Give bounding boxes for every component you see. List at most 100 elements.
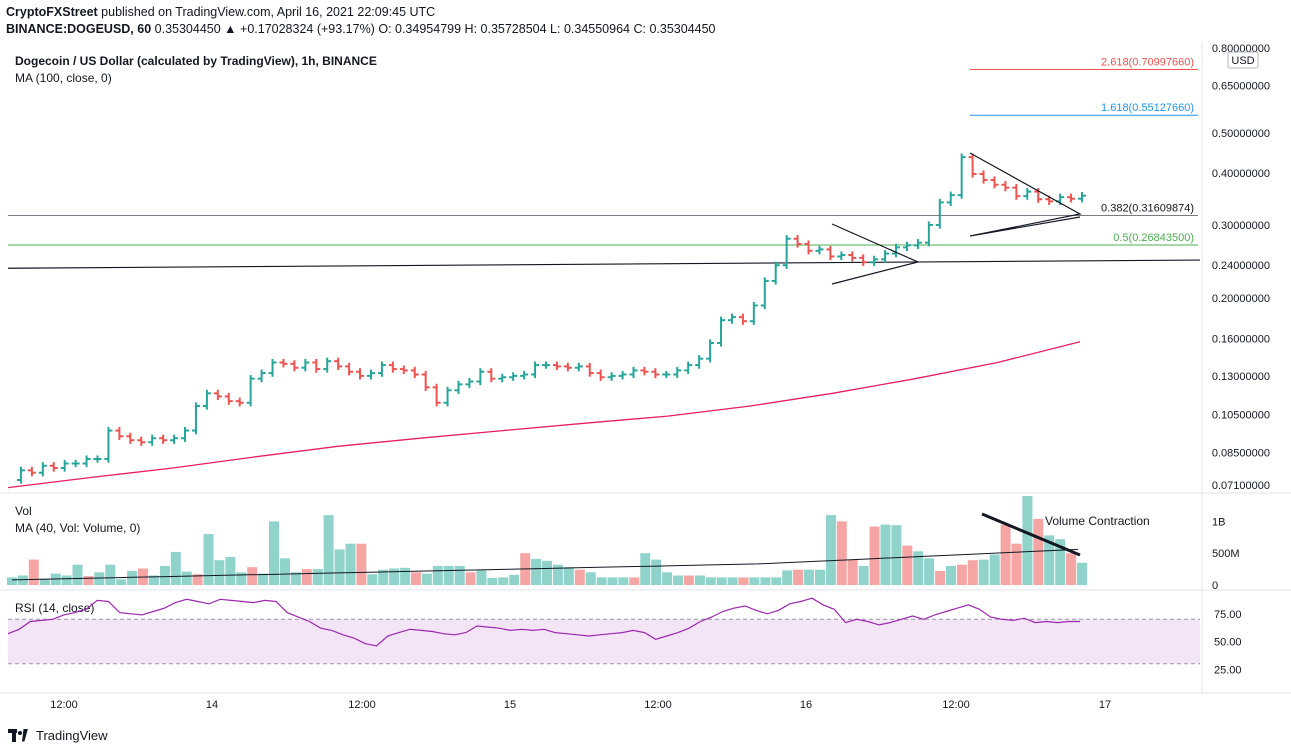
candle: [388, 361, 397, 373]
rsi-line: [7, 597, 1080, 647]
candle: [673, 366, 682, 379]
candle: [170, 434, 179, 444]
candle: [137, 436, 146, 446]
volume-bar: [946, 565, 956, 585]
volume-bar: [563, 567, 574, 585]
volume-bar: [225, 557, 236, 585]
candle: [793, 235, 802, 248]
time-tick-label: 12:00: [50, 699, 78, 711]
candle: [760, 277, 769, 310]
symbol-label[interactable]: BINANCE:DOGEUSD, 60: [6, 22, 152, 36]
volume-bar: [280, 558, 290, 585]
candle: [1078, 192, 1086, 203]
candle: [224, 392, 233, 405]
volume-bar: [825, 515, 836, 585]
candle: [279, 358, 288, 368]
volume-bar: [815, 569, 825, 585]
candle: [979, 170, 988, 184]
time-tick-label: 16: [800, 699, 812, 711]
candle: [246, 375, 255, 407]
volume-bar: [127, 571, 138, 585]
volume-bar: [978, 559, 989, 585]
volume-bar: [454, 565, 465, 585]
candle: [104, 426, 113, 463]
candle: [662, 370, 671, 379]
candle: [804, 240, 813, 255]
volume-bar: [891, 525, 902, 585]
volume-bar: [61, 575, 72, 585]
candle: [881, 250, 890, 263]
candle: [826, 245, 835, 261]
volume-bar: [552, 564, 563, 585]
footer-brand[interactable]: TradingView: [36, 728, 108, 743]
candle: [727, 313, 736, 324]
volume-bar: [1044, 535, 1055, 585]
candle: [432, 383, 441, 407]
candle: [334, 357, 343, 371]
volume-bar: [836, 521, 847, 585]
volume-bar: [28, 559, 39, 585]
candle: [695, 355, 704, 369]
candle: [487, 368, 496, 383]
volume-bar: [913, 551, 924, 585]
candle: [191, 402, 200, 435]
candle: [16, 466, 25, 484]
price-tick-label: 0.13000000: [1212, 371, 1270, 383]
candle: [957, 153, 966, 199]
volume-bar: [1000, 524, 1011, 585]
currency-badge-box: [1227, 51, 1259, 69]
volume-bar: [203, 534, 214, 585]
candle: [1001, 181, 1010, 192]
volume-bar: [170, 551, 181, 585]
pennant-pattern-2: [969, 152, 1082, 237]
volume-bar: [793, 569, 804, 585]
candle: [443, 386, 452, 407]
volume-bar: [7, 577, 17, 585]
volume-bar: [683, 575, 694, 585]
ohlc-low: L: 0.34550964: [550, 22, 630, 36]
volume-bar: [301, 569, 312, 585]
volume-bar: [1066, 553, 1077, 585]
volume-bar: [771, 577, 782, 585]
candle: [301, 358, 310, 372]
candle: [771, 261, 780, 285]
volume-bar: [1022, 496, 1033, 585]
candle: [93, 455, 102, 463]
candle: [312, 358, 321, 373]
candle: [585, 362, 594, 377]
volume-bar: [411, 572, 421, 585]
candle: [990, 176, 999, 189]
volume-bar: [956, 564, 967, 585]
change-value: 0.35304450 ▲ +0.17028324 (+93.17%): [154, 22, 375, 36]
candle: [126, 432, 135, 444]
rsi-band-fill: [8, 619, 1200, 664]
author-name[interactable]: CryptoFXStreet: [6, 5, 98, 19]
candle: [377, 361, 386, 377]
rsi-tick-label: 25.00: [1214, 664, 1242, 676]
candle: [596, 369, 605, 381]
volume-bar: [618, 577, 629, 585]
candle: [717, 316, 726, 347]
publisher-line: CryptoFXStreet published on TradingView.…: [6, 5, 435, 19]
volume-bar: [782, 570, 793, 585]
volume-bar: [858, 565, 869, 585]
candle: [366, 369, 375, 380]
volume-bar: [487, 578, 498, 585]
candle: [542, 361, 550, 369]
volume-bar: [269, 521, 279, 585]
fib-level-label: 1.618(0.55127660): [1101, 102, 1194, 114]
volume-bar: [192, 574, 203, 585]
candle: [749, 301, 758, 325]
volume-bar: [596, 577, 607, 585]
time-tick-label: 12:00: [644, 699, 672, 711]
candle: [848, 251, 857, 262]
candle: [563, 362, 572, 372]
candle: [71, 459, 80, 468]
candle: [498, 373, 507, 383]
volume-bar: [312, 569, 323, 585]
volume-bar: [421, 573, 432, 585]
ma100-line: [7, 341, 1081, 489]
volume-bar: [39, 578, 50, 585]
candle: [49, 462, 58, 472]
